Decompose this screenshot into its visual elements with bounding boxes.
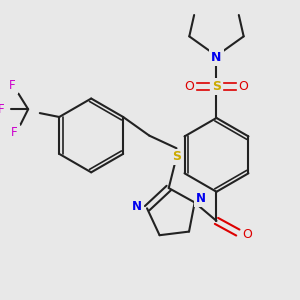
Text: O: O xyxy=(243,228,253,241)
Text: N: N xyxy=(132,200,142,213)
Text: S: S xyxy=(212,80,221,93)
Text: F: F xyxy=(0,103,4,116)
Text: F: F xyxy=(11,126,18,139)
Text: O: O xyxy=(239,80,249,93)
Text: N: N xyxy=(196,192,206,205)
Text: F: F xyxy=(9,80,16,92)
Text: S: S xyxy=(172,151,181,164)
Text: O: O xyxy=(184,80,194,93)
Text: N: N xyxy=(211,51,222,64)
